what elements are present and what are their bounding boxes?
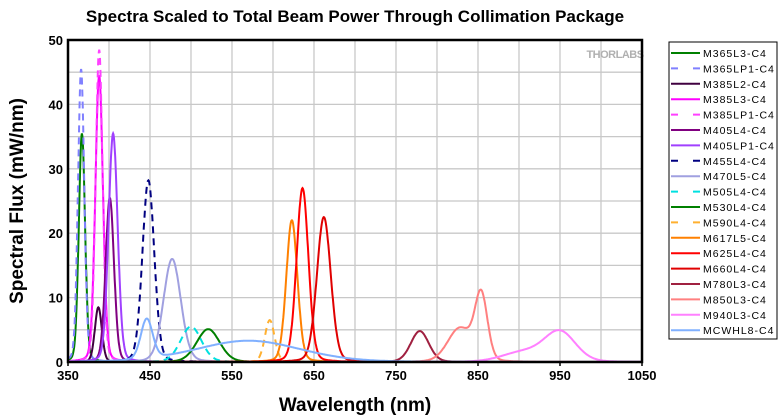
x-tick-label: 1050	[628, 368, 657, 383]
grid	[68, 40, 642, 362]
y-tick-label: 20	[49, 226, 63, 241]
chart-title: Spectra Scaled to Total Beam Power Throu…	[86, 7, 624, 26]
legend-label: M470L5-C4	[703, 171, 767, 183]
x-tick-label: 750	[385, 368, 407, 383]
axis-ticks: 350 450 550 650 750 850 950 1050 0 10 20 30 40 50	[49, 33, 657, 383]
legend-entries: M365L3-C4 M365LP1-C4 M385L2-C4 M385L3-C4 M38…	[671, 48, 775, 337]
legend	[668, 41, 778, 340]
legend-label: M455L4-C4	[703, 156, 767, 168]
y-tick-label: 50	[49, 33, 63, 48]
legend-label: M405L4-C4	[703, 125, 767, 137]
thorlabs-watermark: THORLABS	[586, 49, 643, 61]
legend-label: M850L3-C4	[703, 294, 767, 306]
y-axis-label: Spectral Flux (mW/nm)	[7, 98, 28, 304]
x-tick-label: 350	[57, 368, 79, 383]
legend-label: M385L3-C4	[703, 94, 767, 106]
x-tick-label: 850	[467, 368, 489, 383]
legend-label: M660L4-C4	[703, 264, 767, 276]
legend-label: M590L4-C4	[703, 217, 767, 229]
legend-label: M617L5-C4	[703, 233, 767, 245]
legend-label: M365LP1-C4	[703, 63, 775, 75]
y-tick-label: 40	[49, 97, 63, 112]
x-tick-label: 650	[303, 368, 325, 383]
legend-label: M780L3-C4	[703, 279, 767, 291]
legend-label: MCWHL8-C4	[703, 325, 774, 337]
x-axis-label: Wavelength (nm)	[279, 395, 431, 416]
legend-label: M530L4-C4	[703, 202, 767, 214]
y-tick-label: 0	[56, 355, 63, 370]
legend-label: M385L2-C4	[703, 79, 767, 91]
series-line-M455L4-C4	[68, 178, 642, 363]
legend-label: M940L3-C4	[703, 310, 767, 322]
y-tick-label: 10	[49, 291, 63, 306]
legend-label: M505L4-C4	[703, 187, 767, 199]
x-tick-label: 450	[139, 368, 161, 383]
legend-label: M365L3-C4	[703, 48, 767, 60]
x-tick-label: 950	[549, 368, 571, 383]
legend-label: M405LP1-C4	[703, 140, 775, 152]
x-tick-label: 550	[221, 368, 243, 383]
legend-label: M385LP1-C4	[703, 110, 775, 122]
legend-label: M625L4-C4	[703, 248, 767, 260]
plot-frame	[66, 38, 644, 364]
y-tick-label: 30	[49, 162, 63, 177]
